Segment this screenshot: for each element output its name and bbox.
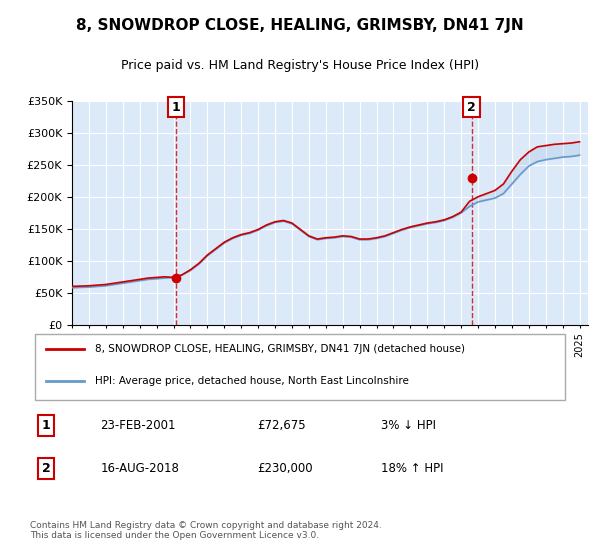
Text: HPI: Average price, detached house, North East Lincolnshire: HPI: Average price, detached house, Nort… bbox=[95, 376, 409, 386]
Text: 2: 2 bbox=[42, 462, 50, 475]
Text: Contains HM Land Registry data © Crown copyright and database right 2024.
This d: Contains HM Land Registry data © Crown c… bbox=[30, 521, 382, 540]
Text: 8, SNOWDROP CLOSE, HEALING, GRIMSBY, DN41 7JN: 8, SNOWDROP CLOSE, HEALING, GRIMSBY, DN4… bbox=[76, 18, 524, 32]
Text: 1: 1 bbox=[42, 419, 50, 432]
Text: £72,675: £72,675 bbox=[257, 419, 305, 432]
Text: 8, SNOWDROP CLOSE, HEALING, GRIMSBY, DN41 7JN (detached house): 8, SNOWDROP CLOSE, HEALING, GRIMSBY, DN4… bbox=[95, 344, 465, 353]
FancyBboxPatch shape bbox=[35, 334, 565, 400]
Text: Price paid vs. HM Land Registry's House Price Index (HPI): Price paid vs. HM Land Registry's House … bbox=[121, 59, 479, 72]
Text: 16-AUG-2018: 16-AUG-2018 bbox=[100, 462, 179, 475]
Text: 3% ↓ HPI: 3% ↓ HPI bbox=[381, 419, 436, 432]
Text: 1: 1 bbox=[172, 101, 181, 114]
Text: 23-FEB-2001: 23-FEB-2001 bbox=[100, 419, 176, 432]
Text: 18% ↑ HPI: 18% ↑ HPI bbox=[381, 462, 443, 475]
Text: 2: 2 bbox=[467, 101, 476, 114]
Text: £230,000: £230,000 bbox=[257, 462, 313, 475]
